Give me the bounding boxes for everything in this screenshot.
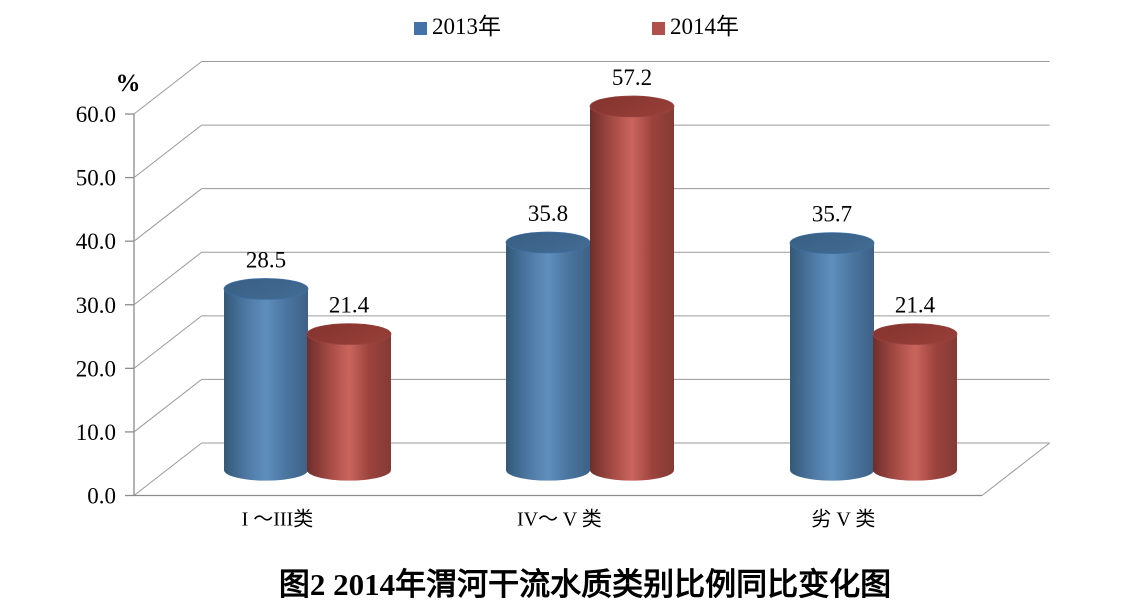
svg-text:IV～ V 类: IV～ V 类 [517,508,602,531]
svg-text:28.5: 28.5 [246,247,286,272]
svg-text:50.0: 50.0 [76,166,116,191]
svg-text:60.0: 60.0 [76,102,116,127]
svg-text:35.8: 35.8 [528,201,568,226]
svg-text:21.4: 21.4 [895,293,936,318]
svg-text:20.0: 20.0 [76,356,116,381]
svg-text:0.0: 0.0 [87,484,116,509]
svg-text:40.0: 40.0 [76,229,116,254]
svg-text:图2 2014年渭河干流水质类别比例同比变化图: 图2 2014年渭河干流水质类别比例同比变化图 [279,567,891,602]
svg-text:2014年: 2014年 [670,14,739,39]
svg-text:35.7: 35.7 [812,202,852,227]
svg-text:%: % [116,70,141,97]
svg-text:57.2: 57.2 [612,65,652,90]
svg-text:10.0: 10.0 [76,420,116,445]
svg-text:30.0: 30.0 [76,293,116,318]
svg-text:I ～III类: I ～III类 [242,508,314,531]
svg-text:21.4: 21.4 [329,293,370,318]
svg-text:劣 V 类: 劣 V 类 [811,508,875,531]
svg-text:2013年: 2013年 [432,14,501,39]
